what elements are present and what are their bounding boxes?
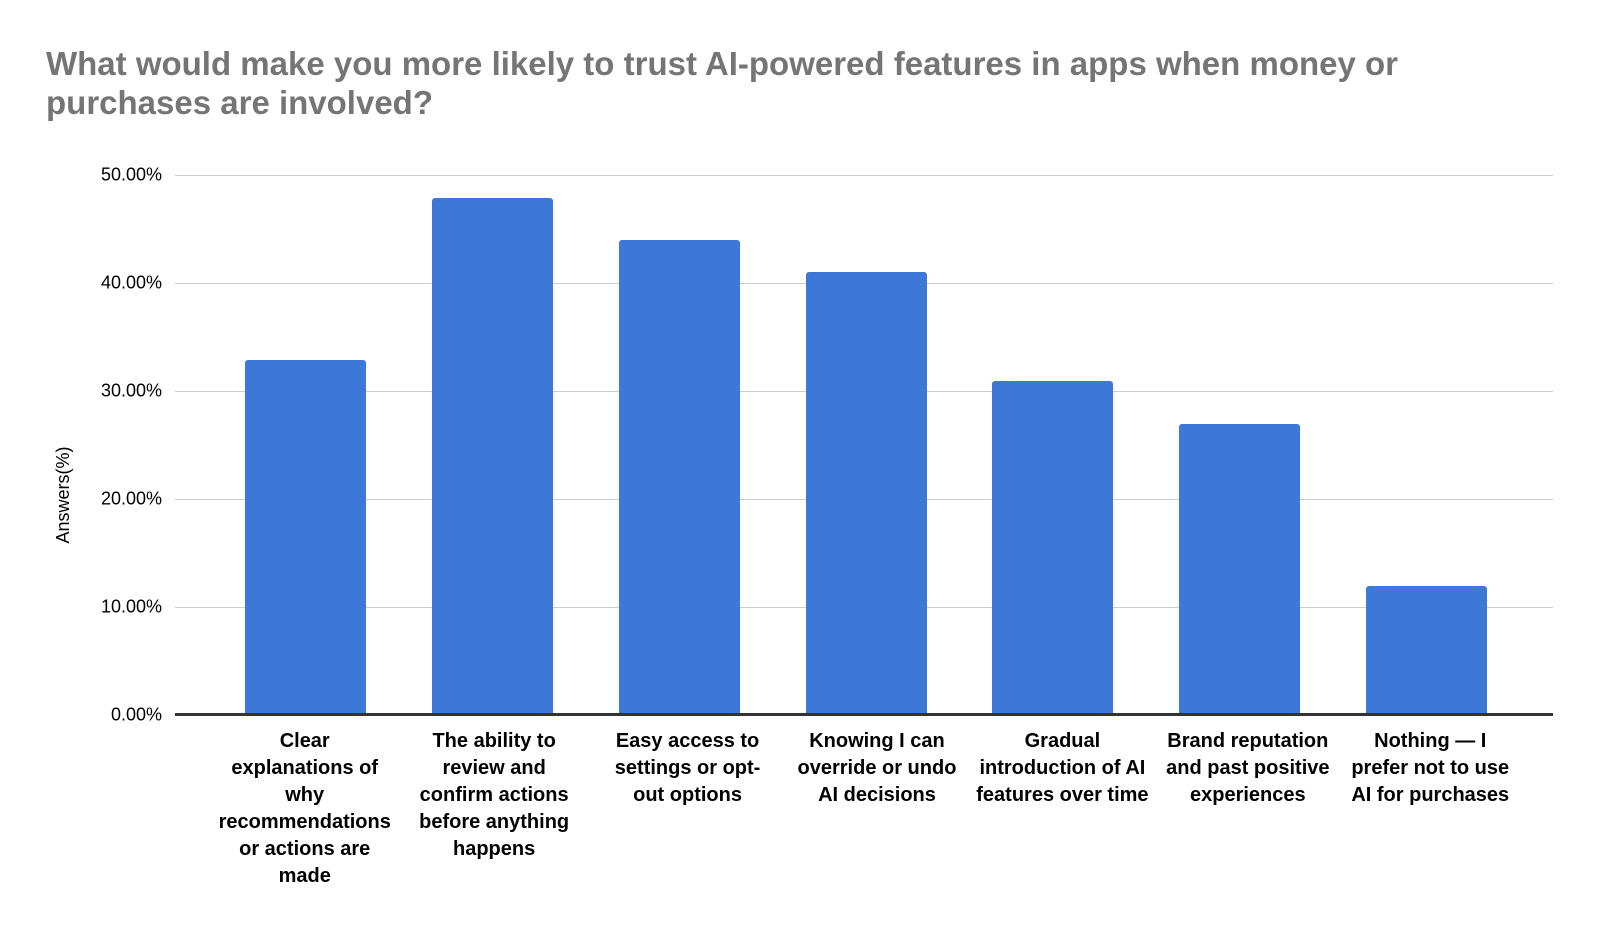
x-axis-category-label: Brand reputation and past positive exper…	[1166, 730, 1330, 806]
x-axis-line	[175, 713, 1553, 716]
plot-area: 0.00% 10.00% 20.00% 30.00% 40.00% 50.00%	[101, 165, 1553, 725]
bar-cell	[959, 175, 1146, 715]
y-tick-label: 30.00%	[100, 380, 162, 401]
bar-1	[244, 359, 366, 715]
bar-4	[805, 272, 927, 715]
chart-title: What would make you more likely to trust…	[46, 45, 1399, 121]
bar-2	[431, 197, 553, 715]
bar-cell	[212, 175, 399, 715]
y-axis-title: Answers(%)	[53, 446, 73, 544]
x-axis-category-label: Clear explanations of why recommendation…	[218, 730, 391, 887]
x-axis-category-label: Easy access to settings or opt-out optio…	[614, 730, 761, 806]
bar-6	[1179, 424, 1301, 715]
bar-5	[992, 381, 1114, 715]
y-tick-label: 0.00%	[110, 704, 162, 725]
x-axis-category-label: Nothing — I prefer not to use AI for pur…	[1351, 730, 1510, 806]
y-tick-label: 20.00%	[100, 488, 162, 509]
x-axis-category-label: Gradual introduction of AI features over…	[976, 730, 1149, 806]
y-tick-label: 40.00%	[100, 272, 162, 293]
x-axis-labels: Clear explanations of why recommendation…	[212, 728, 1520, 890]
bar-cell	[1146, 175, 1333, 715]
bar-3	[618, 239, 740, 715]
bar-7	[1366, 586, 1488, 715]
y-tick-label: 10.00%	[100, 596, 162, 617]
bars	[212, 175, 1520, 715]
gridline	[175, 174, 1553, 176]
x-axis-category-label: Knowing I can override or undo AI decisi…	[797, 730, 957, 806]
y-tick-label: 50.00%	[100, 164, 162, 185]
bar-cell	[399, 175, 586, 715]
x-axis-category-label: The ability to review and confirm action…	[419, 730, 570, 860]
bar-cell	[586, 175, 773, 715]
bar-cell	[773, 175, 960, 715]
bar-cell	[1333, 175, 1520, 715]
